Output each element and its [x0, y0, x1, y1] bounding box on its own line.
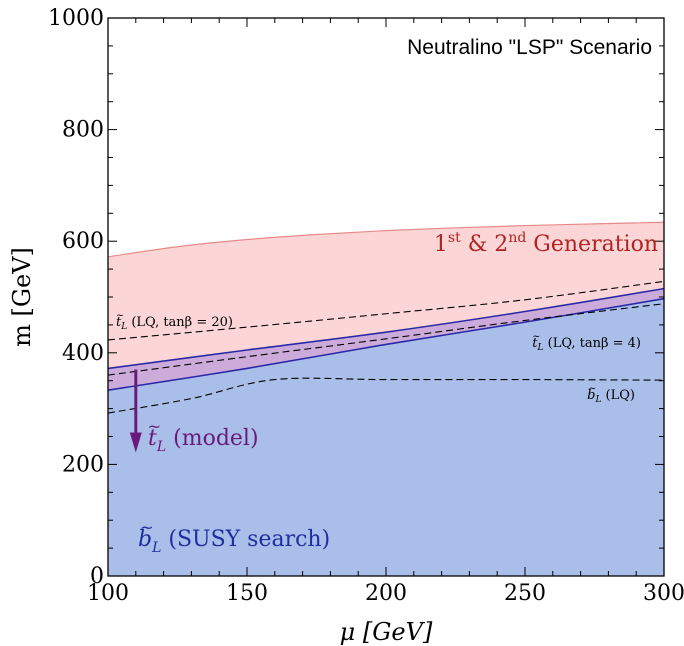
y-tick-label: 0 [90, 564, 104, 589]
label-lqb-sub: L [594, 395, 601, 405]
x-axis-title: μ [GeV] [340, 618, 433, 646]
dashed-line-stop-lq-tanb4 [107, 303, 665, 376]
y-axis-title: m [GeV] [8, 247, 36, 347]
label-gen12-sup2: nd [508, 230, 526, 246]
x-tick-label: 250 [504, 581, 546, 606]
label-stop-lq-tanb20: tL (LQ, tanβ = 20) [116, 315, 233, 332]
label-sbottom-rest: (SUSY search) [161, 527, 330, 552]
label-lq20-rest: (LQ, tanβ = 20) [127, 315, 233, 330]
label-stop-lq-tanb4: tL (LQ, tanβ = 4) [532, 336, 641, 353]
plot-area [107, 221, 665, 576]
label-stop-model: tL (model) [148, 426, 259, 455]
label-lqb-rest: (LQ) [601, 388, 635, 403]
tilde-accent: ~ [140, 518, 154, 537]
y-tick-label: 600 [62, 229, 104, 254]
region-stop-model-band [108, 288, 664, 391]
label-lqb-letter: b [587, 388, 595, 403]
y-tick-label: 1000 [48, 6, 104, 31]
label-sbottom-susy-search: bL (SUSY search) [138, 527, 330, 556]
y-tick-label: 200 [62, 452, 104, 477]
chart-title: Neutralino "LSP" Scenario [407, 36, 652, 59]
line-first-second-generation-boundary [107, 221, 665, 258]
x-tick-label: 150 [226, 581, 268, 606]
label-gen12-sup1: st [448, 230, 461, 246]
x-tick-label: 300 [643, 581, 684, 606]
label-stop-sub: L [156, 439, 166, 455]
y-tick-label: 400 [62, 341, 104, 366]
label-gen12-mid: & 2 [461, 232, 509, 257]
stop-model-arrow [129, 369, 142, 453]
tilde-accent: ~ [116, 311, 124, 322]
dashed-line-stop-lq-tanb20 [107, 280, 665, 341]
label-gen12-base1: 1 [434, 232, 448, 257]
label-lq20-letter: t [116, 315, 122, 330]
dashed-series-group [107, 280, 665, 414]
x-tick-label: 100 [87, 581, 129, 606]
label-stop-letter: t [148, 426, 157, 451]
label-first-second-generation: 1st & 2nd Generation [434, 230, 658, 257]
label-lq20-sub: L [120, 322, 127, 332]
line-stop-model-upper [107, 287, 665, 370]
dashed-line-sbottom-lq [107, 377, 665, 414]
tilde-accent: ~ [532, 332, 540, 343]
axis-ticks: 100 150 200 250 300 0 200 400 600 800 1000 [48, 6, 684, 606]
y-tick-label: 800 [62, 118, 104, 143]
label-lq4-sub: L [537, 343, 544, 353]
label-sbottom-letter: b [138, 527, 152, 552]
tilde-accent: ~ [588, 384, 596, 395]
label-sbottom-sub: L [151, 540, 161, 556]
label-lq4-rest: (LQ, tanβ = 4) [544, 336, 641, 351]
label-stop-rest: (model) [166, 426, 258, 451]
arrow-head [129, 432, 142, 453]
region-sbottom-susy-search [108, 298, 664, 576]
tilde-accent: ~ [147, 417, 161, 436]
label-sbottom-lq: bL (LQ) [587, 388, 635, 405]
label-gen12-end: Generation [526, 232, 658, 257]
label-lq4-letter: t [532, 336, 538, 351]
x-tick-label: 200 [365, 581, 407, 606]
